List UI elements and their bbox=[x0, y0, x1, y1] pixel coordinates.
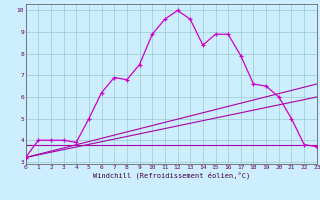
X-axis label: Windchill (Refroidissement éolien,°C): Windchill (Refroidissement éolien,°C) bbox=[92, 172, 250, 179]
